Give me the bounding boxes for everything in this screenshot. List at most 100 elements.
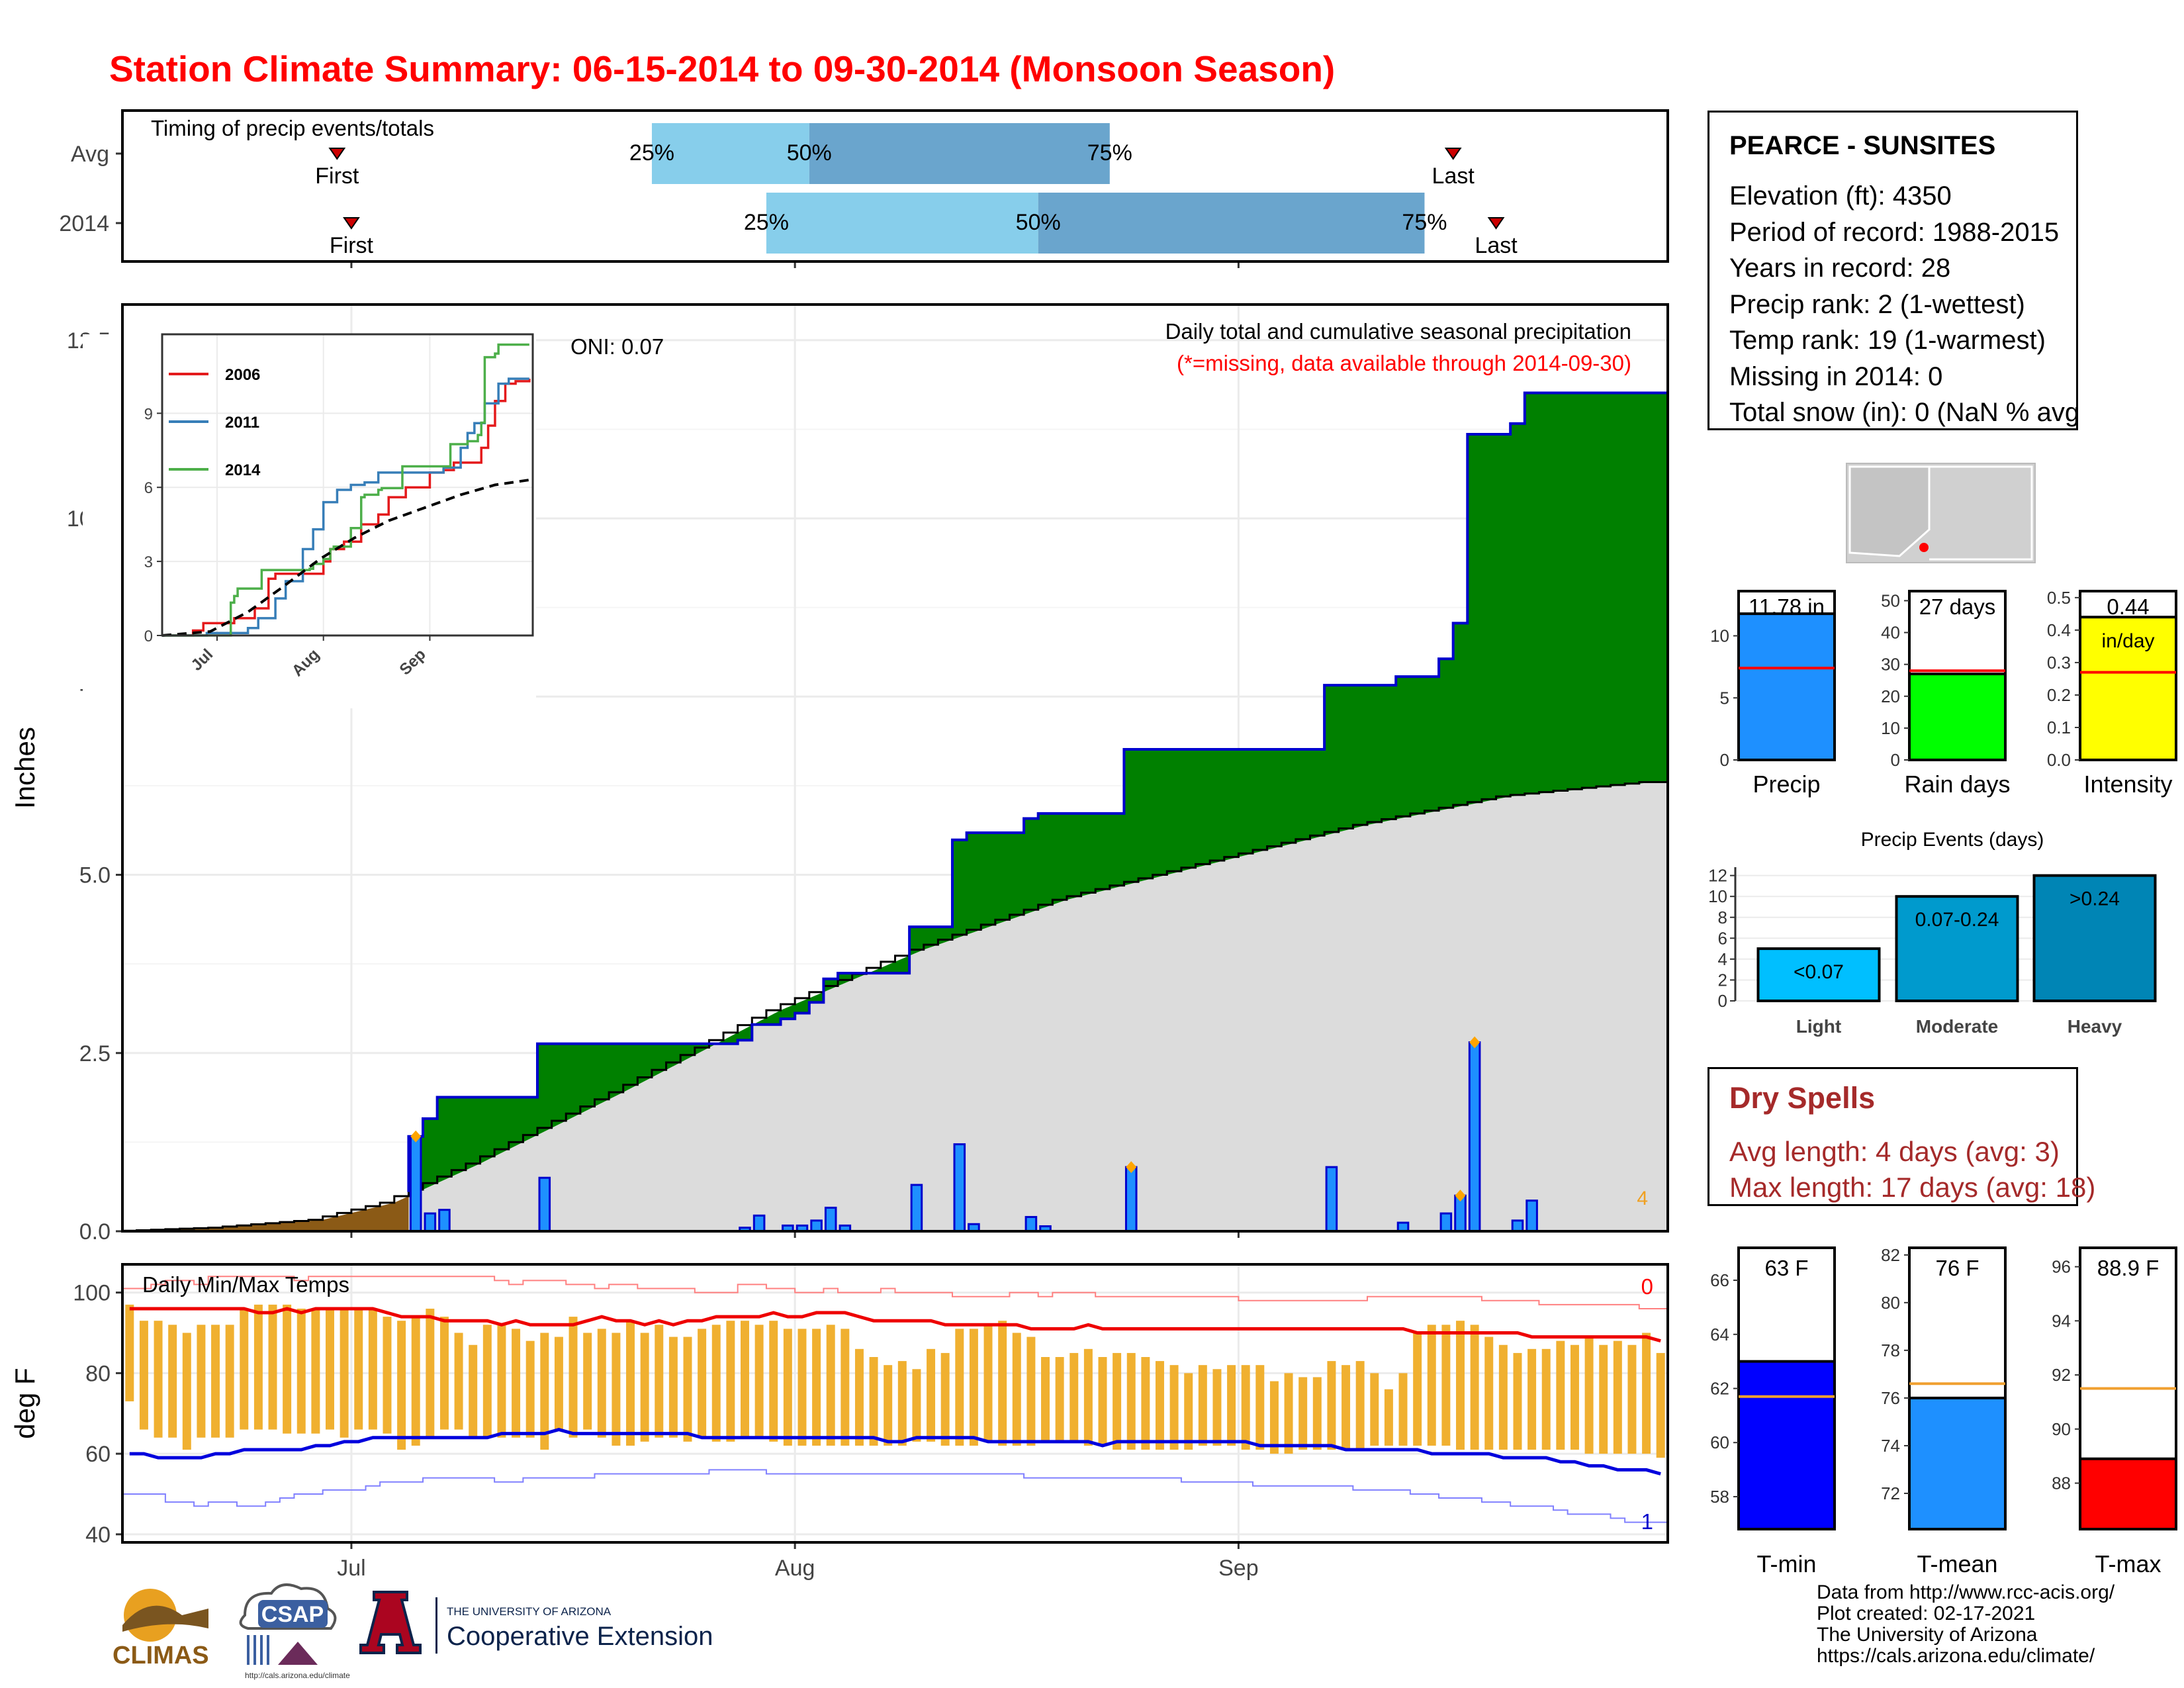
- ua-small-text: THE UNIVERSITY OF ARIZONA: [447, 1605, 612, 1618]
- daily-precip-bar: [1439, 1212, 1453, 1233]
- daily-temp-range-bar: [469, 1344, 478, 1438]
- timing-pct-label: 25%: [744, 210, 789, 235]
- daily-temp-range-bar: [1413, 1333, 1422, 1446]
- events-y-tick-label: 2: [1718, 970, 1727, 990]
- daily-temp-range-bar: [383, 1317, 392, 1434]
- daily-precip-bar: [810, 1219, 823, 1233]
- timing-row-label: 2014: [59, 211, 109, 236]
- temp-title: Daily Min/Max Temps: [142, 1272, 349, 1297]
- temp-gauge-1-y-tick-label: 74: [1881, 1436, 1900, 1456]
- temp-gauge-1-bar: [1908, 1396, 2007, 1530]
- daily-temp-range-bar: [841, 1329, 850, 1446]
- daily-temp-range-bar: [296, 1308, 306, 1434]
- daily-temp-range-bar: [812, 1329, 821, 1446]
- daily-temp-range-bar: [698, 1329, 707, 1438]
- station-name: PEARCE - SUNSITES: [1729, 131, 1996, 160]
- daily-temp-range-bar: [1584, 1336, 1594, 1454]
- surplus-area: [408, 393, 1668, 1197]
- daily-temp-range-bar: [1498, 1344, 1508, 1450]
- daily-temp-range-bar: [426, 1308, 435, 1438]
- csap-logo[interactable]: CSAP http://cals.arizona.edu/climate: [239, 1583, 351, 1680]
- daily-precip-bar: [438, 1209, 451, 1233]
- avg-min-temp-line: [129, 1427, 1661, 1476]
- daily-temp-range-bar: [683, 1336, 692, 1442]
- inset-y-tick-label: 3: [144, 553, 153, 571]
- station-line-years: Years in record: 28: [1729, 254, 1951, 283]
- daily-temp-range-bar: [439, 1317, 449, 1430]
- credit-url[interactable]: https://cals.arizona.edu/climate/: [1817, 1645, 2095, 1667]
- credit-plot-created: Plot created: 02-17-2021: [1817, 1603, 2036, 1624]
- timing-pct-label: 50%: [787, 140, 832, 165]
- events-title: Precip Events (days): [1861, 829, 2044, 851]
- events-y-tick-label: 0: [1718, 991, 1727, 1011]
- daily-temp-range-bar: [1541, 1348, 1551, 1450]
- gauge-1-y-tick-label: 30: [1881, 655, 1900, 675]
- inset-frame: [161, 333, 534, 637]
- first-marker-icon: [328, 148, 346, 160]
- timing-bar-50-75: [1038, 193, 1425, 254]
- station-line-snow: Total snow (in): 0 (NaN % avg): [1729, 398, 2078, 427]
- precip-subtitle: (*=missing, data available through 2014-…: [1177, 351, 1631, 375]
- daily-temp-range-bar: [253, 1304, 263, 1430]
- ua-cooperative-extension-logo[interactable]: THE UNIVERSITY OF ARIZONA Cooperative Ex…: [359, 1591, 713, 1654]
- timing-bar-25-50: [651, 123, 809, 184]
- daily-temp-range-bar: [1456, 1321, 1465, 1450]
- daily-temp-range-bar: [655, 1325, 664, 1438]
- daily-temp-range-bar: [912, 1369, 921, 1442]
- daily-temp-range-bar: [540, 1333, 549, 1450]
- temp-gauge-2-name: T-max: [2095, 1550, 2161, 1577]
- temp-gauge-2-y-tick-label: 94: [2052, 1311, 2071, 1331]
- marked-day-diamond: [1126, 1161, 1137, 1174]
- gauge-2-y-tick-label: 0.4: [2047, 620, 2071, 640]
- events-y-tick-label: 10: [1708, 886, 1727, 906]
- map-state-border: [1929, 465, 2033, 561]
- daily-temp-range-bar: [1069, 1352, 1079, 1442]
- footer-logos: CLIMAS CSAP http://cals.arizona.edu/clim…: [113, 1583, 713, 1680]
- daily-temp-range-bar: [1241, 1365, 1250, 1450]
- daily-temp-range-bar: [1427, 1325, 1436, 1446]
- daily-precip-bar: [1325, 1166, 1338, 1233]
- temperature-chart: Daily Min/Max Temps 0 1 40 60 80 100 deg F Jul Au…: [9, 1263, 1669, 1581]
- temp-gauge-1-name: T-mean: [1917, 1550, 1997, 1577]
- timing-chart: 25% 50% 75% First Last Avg 25% 50% 75% First Last 2…: [59, 109, 1669, 268]
- inset-y-tick-label: 0: [144, 628, 153, 645]
- events-x-label: Moderate: [1916, 1016, 1998, 1037]
- last-marker-icon: [1444, 148, 1462, 160]
- precip-gauges: 0 5 10 Precip 11.78 in 0 10 20 30 40 50 Rain days 27…: [1710, 588, 2177, 798]
- cumulative-precip-line: [407, 391, 1669, 1192]
- temp-gauge-1-y-tick-label: 76: [1881, 1388, 1900, 1408]
- daily-temp-range-bar: [1613, 1340, 1622, 1454]
- locator-map: [1846, 463, 2036, 563]
- daily-temp-range-bar: [397, 1321, 406, 1450]
- temp-gauge-0-y-tick-label: 58: [1710, 1487, 1729, 1507]
- temp-y-tick-label: 60: [85, 1442, 111, 1467]
- credit-data-source[interactable]: Data from http://www.rcc-acis.org/: [1817, 1581, 2115, 1603]
- gauge-1-y-tick-label: 10: [1881, 718, 1900, 738]
- marked-day-diamond: [1469, 1036, 1480, 1049]
- daily-temp-range-bar: [1513, 1352, 1522, 1450]
- temp-count-top: 0: [1641, 1274, 1653, 1299]
- daily-temp-range-bar: [1227, 1365, 1236, 1446]
- daily-temp-range-bar: [955, 1329, 964, 1446]
- climas-logo[interactable]: CLIMAS: [113, 1589, 209, 1669]
- temp-gauge-1-y-tick-label: 82: [1881, 1245, 1900, 1265]
- rain-lines-icon: [247, 1635, 269, 1665]
- station-line-elevation: Elevation (ft): 4350: [1729, 181, 1952, 211]
- gauge-1-y-tick-label: 40: [1881, 623, 1900, 643]
- precip-frame: [121, 303, 1669, 1233]
- last-marker-label: Last: [1432, 164, 1475, 189]
- daily-temp-range-bar: [1327, 1361, 1336, 1450]
- events-y-tick-label: 8: [1718, 908, 1727, 927]
- events-bar-label: 0.07-0.24: [1915, 909, 1999, 931]
- daily-temp-range-bar: [1269, 1381, 1279, 1454]
- daily-temp-range-bar: [182, 1333, 191, 1450]
- gauge-unit-label: in/day: [2101, 630, 2154, 652]
- csap-badge: [258, 1600, 328, 1628]
- daily-temp-range-bar: [969, 1329, 978, 1446]
- daily-temp-range-bar: [225, 1325, 234, 1438]
- temp-gauge-0-bar: [1737, 1360, 1836, 1530]
- daily-temp-range-bar: [1098, 1357, 1107, 1446]
- inset-series-line-2014: [162, 343, 529, 637]
- temp-gauge-0-y-tick-label: 64: [1710, 1325, 1729, 1344]
- temp-gauge-value-label: 76 F: [1935, 1256, 1979, 1280]
